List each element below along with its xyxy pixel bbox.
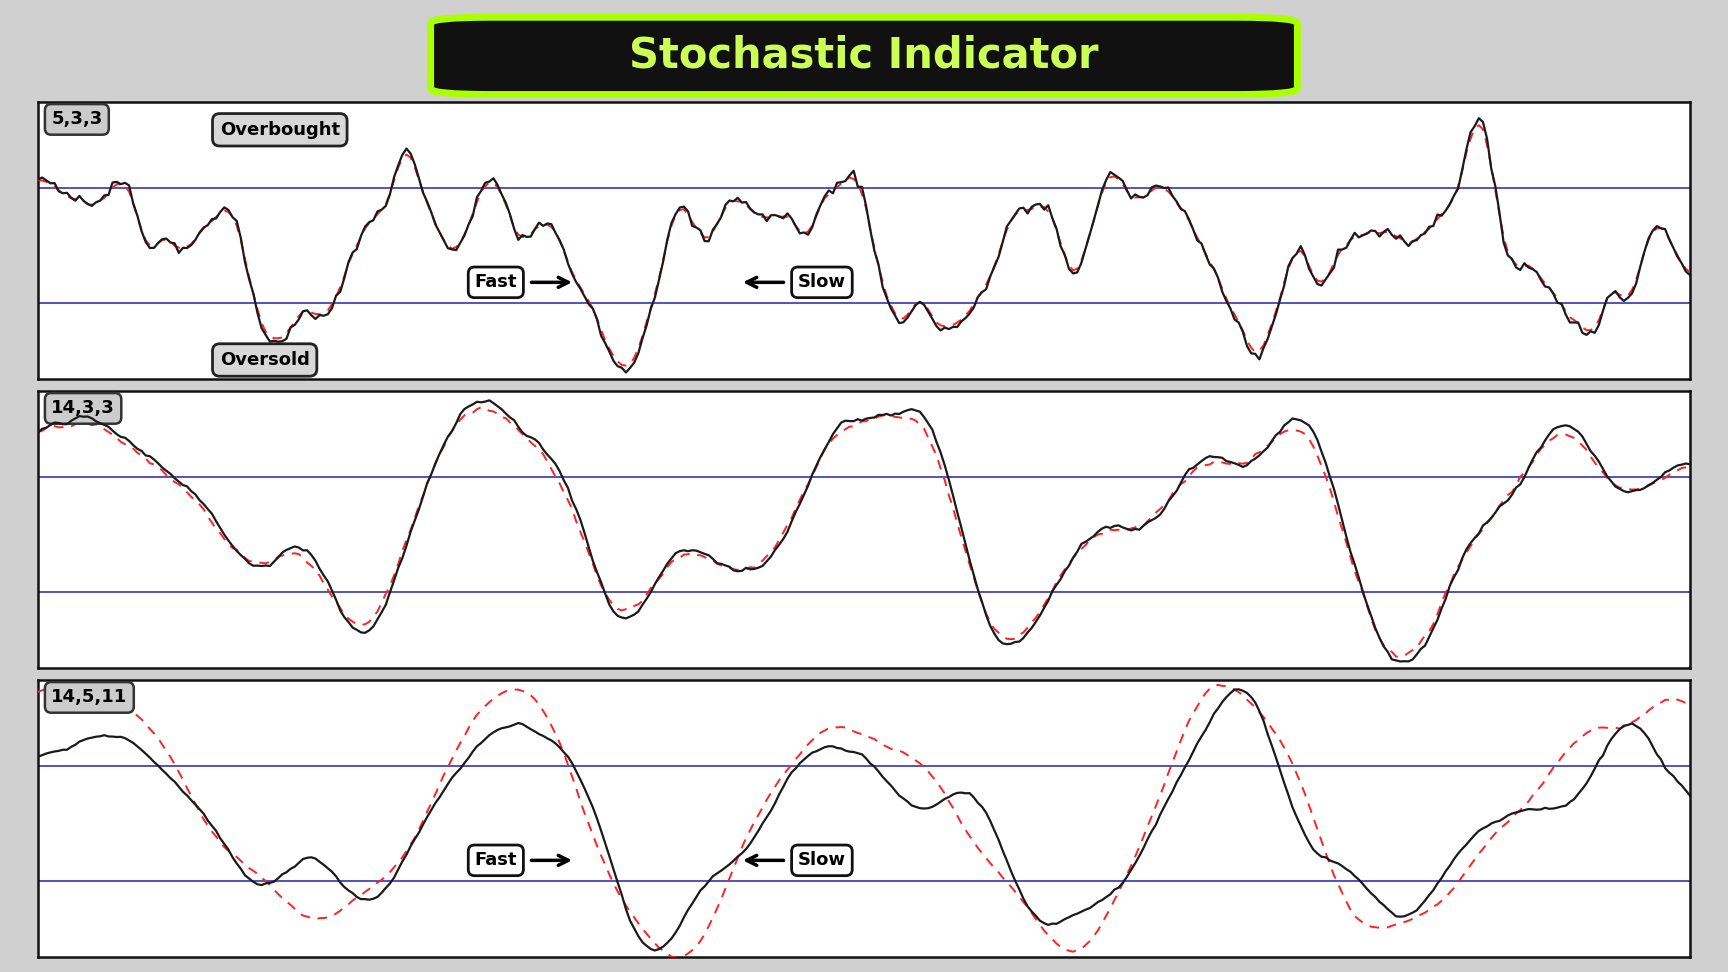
Text: 14,5,11: 14,5,11 (52, 688, 128, 707)
Text: 14,3,3: 14,3,3 (52, 399, 116, 417)
Text: Fast: Fast (475, 851, 517, 869)
Text: Fast: Fast (475, 273, 517, 292)
Text: Slow: Slow (798, 273, 847, 292)
FancyBboxPatch shape (430, 17, 1298, 94)
Text: Oversold: Oversold (219, 351, 309, 369)
Text: Slow: Slow (798, 851, 847, 869)
Text: Stochastic Indicator: Stochastic Indicator (629, 35, 1099, 77)
Text: Overbought: Overbought (219, 121, 340, 139)
Text: 5,3,3: 5,3,3 (52, 111, 102, 128)
